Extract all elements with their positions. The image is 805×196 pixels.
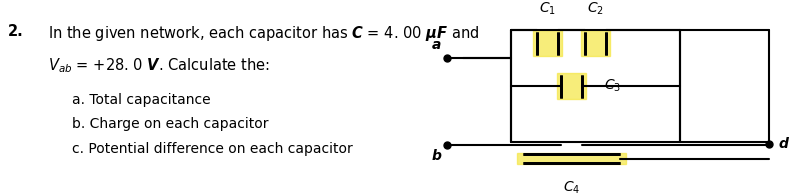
Text: b. Charge on each capacitor: b. Charge on each capacitor	[72, 117, 269, 132]
Text: d: d	[778, 137, 788, 151]
Text: In the given network, each capacitor has $\boldsymbol{C}$ = 4. 00 $\boldsymbol{\: In the given network, each capacitor has…	[48, 24, 480, 43]
Text: b: b	[431, 149, 441, 163]
Polygon shape	[557, 73, 586, 99]
Text: $\boldsymbol{V_{ab}}$ = +28. 0 $\boldsymbol{V}$. Calculate the:: $\boldsymbol{V_{ab}}$ = +28. 0 $\boldsym…	[48, 56, 270, 75]
Text: a: a	[431, 38, 441, 52]
Text: $C_1$: $C_1$	[539, 1, 556, 17]
Polygon shape	[581, 30, 610, 56]
Polygon shape	[517, 153, 626, 164]
Text: a. Total capacitance: a. Total capacitance	[72, 93, 211, 107]
Text: $C_4$: $C_4$	[563, 180, 580, 196]
Text: c. Potential difference on each capacitor: c. Potential difference on each capacito…	[72, 142, 353, 156]
Text: $C_3$: $C_3$	[604, 78, 621, 94]
Text: 2.: 2.	[8, 24, 24, 39]
Polygon shape	[533, 30, 562, 56]
Text: $C_2$: $C_2$	[587, 1, 605, 17]
